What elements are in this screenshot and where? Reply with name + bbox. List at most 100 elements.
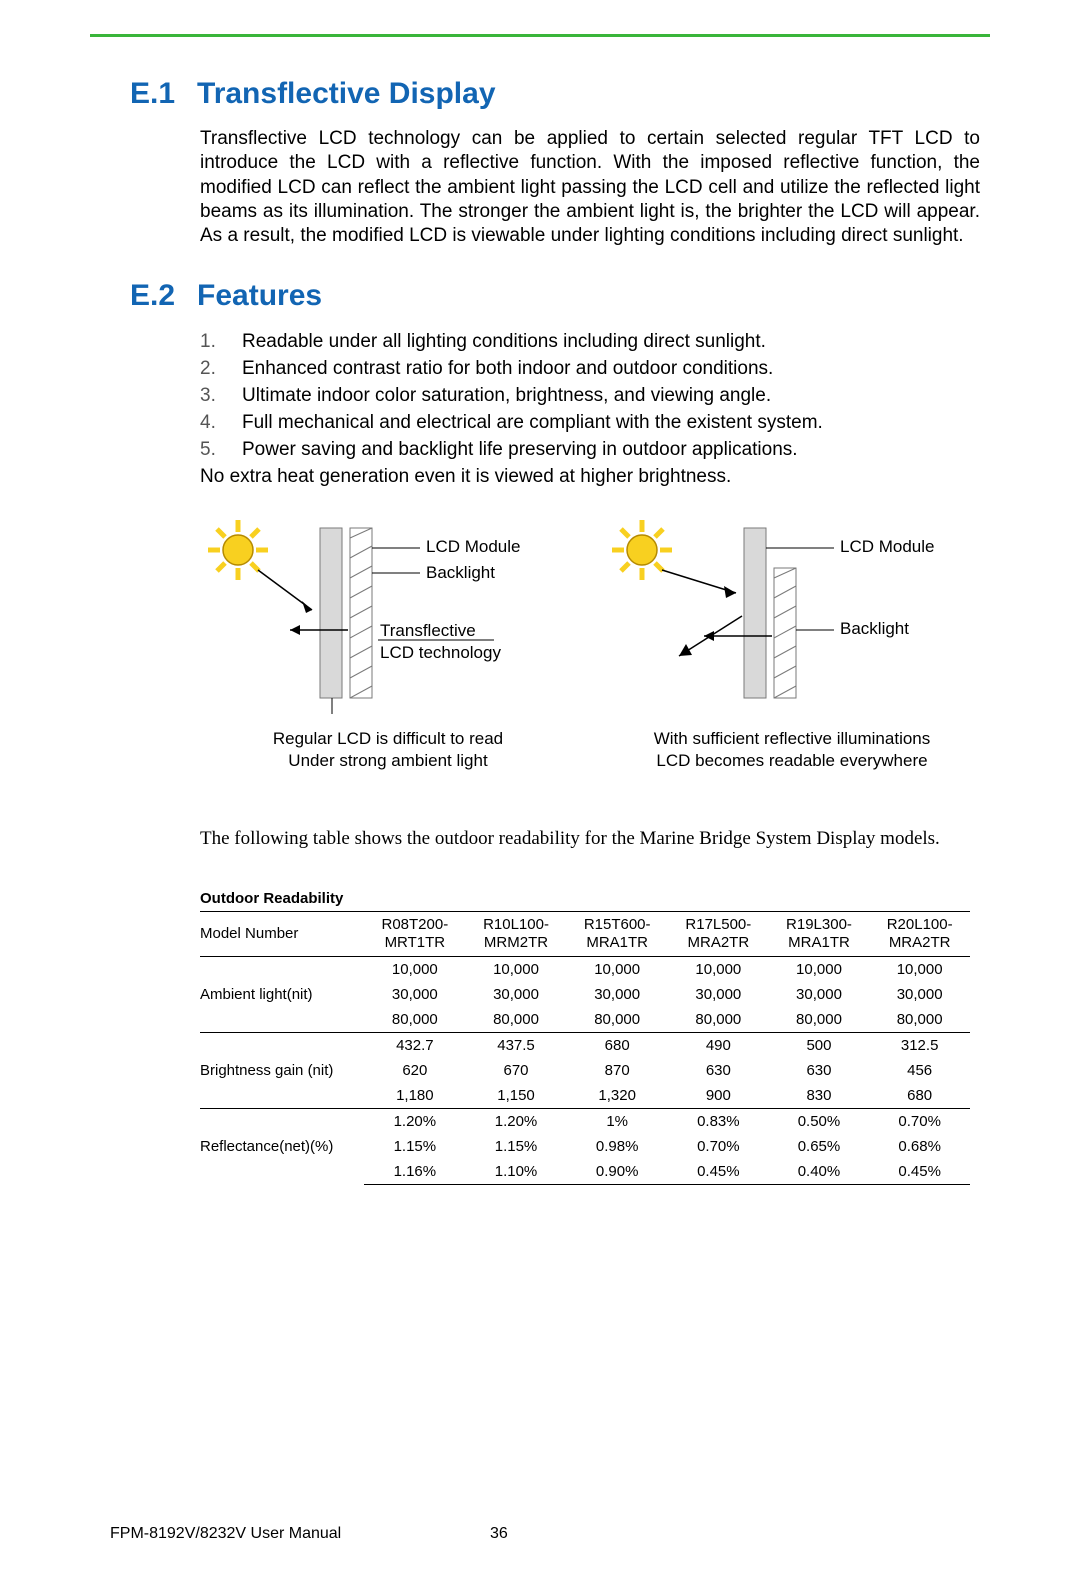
table-cell: 1.20%	[466, 1109, 567, 1135]
diagram-left: LCD Module Backlight Transflective LCD t…	[200, 518, 576, 772]
diag-left-tech-top: Transflective	[380, 621, 476, 640]
table-cell: 80,000	[364, 1007, 466, 1033]
table-cell: 1%	[566, 1109, 668, 1135]
table-cell: 0.70%	[869, 1109, 970, 1135]
table-cell: 10,000	[364, 957, 466, 983]
table-cell: 10,000	[769, 957, 870, 983]
table-cell: 500	[769, 1033, 870, 1059]
table-cell: 620	[364, 1058, 466, 1083]
table-cell: 10,000	[869, 957, 970, 983]
table-cell: 0.65%	[769, 1134, 870, 1159]
diag-left-cap-1: Regular LCD is difficult to read	[200, 728, 576, 750]
table-col-label: Model Number	[200, 912, 364, 957]
table-cell: 0.70%	[668, 1134, 769, 1159]
table-cell: 1.15%	[466, 1134, 567, 1159]
table-model-header: R10L100-MRM2TR	[466, 912, 567, 957]
table-cell: 830	[769, 1083, 870, 1109]
table-cell: 1.20%	[364, 1109, 466, 1135]
feature-item: 5.Power saving and backlight life preser…	[200, 437, 980, 462]
table-cell: 0.98%	[566, 1134, 668, 1159]
heading-e1-title: Transflective Display	[197, 77, 495, 110]
feature-item-number: 2.	[200, 356, 242, 381]
table-cell: 1,320	[566, 1083, 668, 1109]
feature-item-text: Full mechanical and electrical are compl…	[242, 410, 823, 435]
table-cell: 80,000	[466, 1007, 567, 1033]
diagram: LCD Module Backlight Transflective LCD t…	[200, 518, 980, 772]
footer-page-number: 36	[490, 1525, 508, 1543]
table-cell: 1.16%	[364, 1159, 466, 1185]
table-cell: 30,000	[769, 982, 870, 1007]
table-cell: 1,150	[466, 1083, 567, 1109]
diag-left-cap-2: Under strong ambient light	[200, 750, 576, 772]
feature-item: 3.Ultimate indoor color saturation, brig…	[200, 383, 980, 408]
table-cell: 870	[566, 1058, 668, 1083]
table-cell: 30,000	[466, 982, 567, 1007]
table-body: Ambient light(nit)10,00010,00010,00010,0…	[200, 957, 970, 1185]
table-cell: 630	[668, 1058, 769, 1083]
diagram-left-svg: LCD Module Backlight Transflective LCD t…	[200, 518, 570, 718]
feature-item: 2.Enhanced contrast ratio for both indoo…	[200, 356, 980, 381]
diagram-right: LCD Module Backlight With sufficient ref…	[604, 518, 980, 772]
diagram-right-svg: LCD Module Backlight	[604, 518, 974, 718]
footer-manual-name: FPM-8192V/8232V User Manual	[110, 1525, 490, 1543]
table-cell: 80,000	[869, 1007, 970, 1033]
top-rule	[90, 34, 990, 37]
features-note: No extra heat generation even it is view…	[200, 466, 980, 488]
table-intro: The following table shows the outdoor re…	[200, 828, 990, 850]
feature-item: 1.Readable under all lighting conditions…	[200, 329, 980, 354]
table-header-row: Model NumberR08T200-MRT1TRR10L100-MRM2TR…	[200, 912, 970, 957]
section-e1-body: Transflective LCD technology can be appl…	[200, 127, 980, 249]
table-cell: 1.10%	[466, 1159, 567, 1185]
table-cell: 0.45%	[869, 1159, 970, 1185]
diag-left-backlight-label: Backlight	[426, 563, 495, 582]
table-row-label: Reflectance(net)(%)	[200, 1109, 364, 1185]
table-row-label: Ambient light(nit)	[200, 957, 364, 1033]
table-cell: 30,000	[364, 982, 466, 1007]
feature-item-number: 4.	[200, 410, 242, 435]
diag-left-tech-bot: LCD technology	[380, 643, 501, 662]
table-cell: 0.90%	[566, 1159, 668, 1185]
table-cell: 432.7	[364, 1033, 466, 1059]
table-cell: 630	[769, 1058, 870, 1083]
table-cell: 80,000	[668, 1007, 769, 1033]
page: E.1Transflective Display Transflective L…	[0, 0, 1080, 1583]
heading-e2: E.2Features	[130, 279, 990, 313]
feature-item-number: 5.	[200, 437, 242, 462]
diag-right-cap-2: LCD becomes readable everywhere	[604, 750, 980, 772]
table-cell: 0.68%	[869, 1134, 970, 1159]
table-cell: 30,000	[668, 982, 769, 1007]
table-cell: 670	[466, 1058, 567, 1083]
feature-item-text: Enhanced contrast ratio for both indoor …	[242, 356, 773, 381]
table-cell: 437.5	[466, 1033, 567, 1059]
table-cell: 680	[566, 1033, 668, 1059]
table-model-header: R08T200-MRT1TR	[364, 912, 466, 957]
table-cell: 1.15%	[364, 1134, 466, 1159]
table-cell: 456	[869, 1058, 970, 1083]
e1-paragraph: Transflective LCD technology can be appl…	[200, 127, 980, 249]
features-list: 1.Readable under all lighting conditions…	[200, 329, 980, 462]
page-footer: FPM-8192V/8232V User Manual 36	[90, 1525, 990, 1543]
table-cell: 0.40%	[769, 1159, 870, 1185]
table-cell: 0.45%	[668, 1159, 769, 1185]
feature-item-text: Power saving and backlight life preservi…	[242, 437, 798, 462]
table-cell: 30,000	[869, 982, 970, 1007]
feature-item-number: 3.	[200, 383, 242, 408]
table-title: Outdoor Readability	[200, 890, 990, 907]
table-cell: 0.83%	[668, 1109, 769, 1135]
table-model-header: R15T600-MRA1TR	[566, 912, 668, 957]
table-model-header: R19L300-MRA1TR	[769, 912, 870, 957]
table-cell: 80,000	[566, 1007, 668, 1033]
diagram-right-caption: With sufficient reflective illuminations…	[604, 728, 980, 772]
table-cell: 680	[869, 1083, 970, 1109]
table-row-label: Brightness gain (nit)	[200, 1033, 364, 1109]
heading-e2-num: E.2	[130, 279, 175, 312]
table-model-header: R20L100-MRA2TR	[869, 912, 970, 957]
feature-item: 4.Full mechanical and electrical are com…	[200, 410, 980, 435]
diagram-left-caption: Regular LCD is difficult to read Under s…	[200, 728, 576, 772]
table-cell: 0.50%	[769, 1109, 870, 1135]
diag-left-module-label: LCD Module	[426, 537, 521, 556]
table-row: Ambient light(nit)10,00010,00010,00010,0…	[200, 957, 970, 983]
table-cell: 80,000	[769, 1007, 870, 1033]
table-cell: 30,000	[566, 982, 668, 1007]
table-cell: 312.5	[869, 1033, 970, 1059]
